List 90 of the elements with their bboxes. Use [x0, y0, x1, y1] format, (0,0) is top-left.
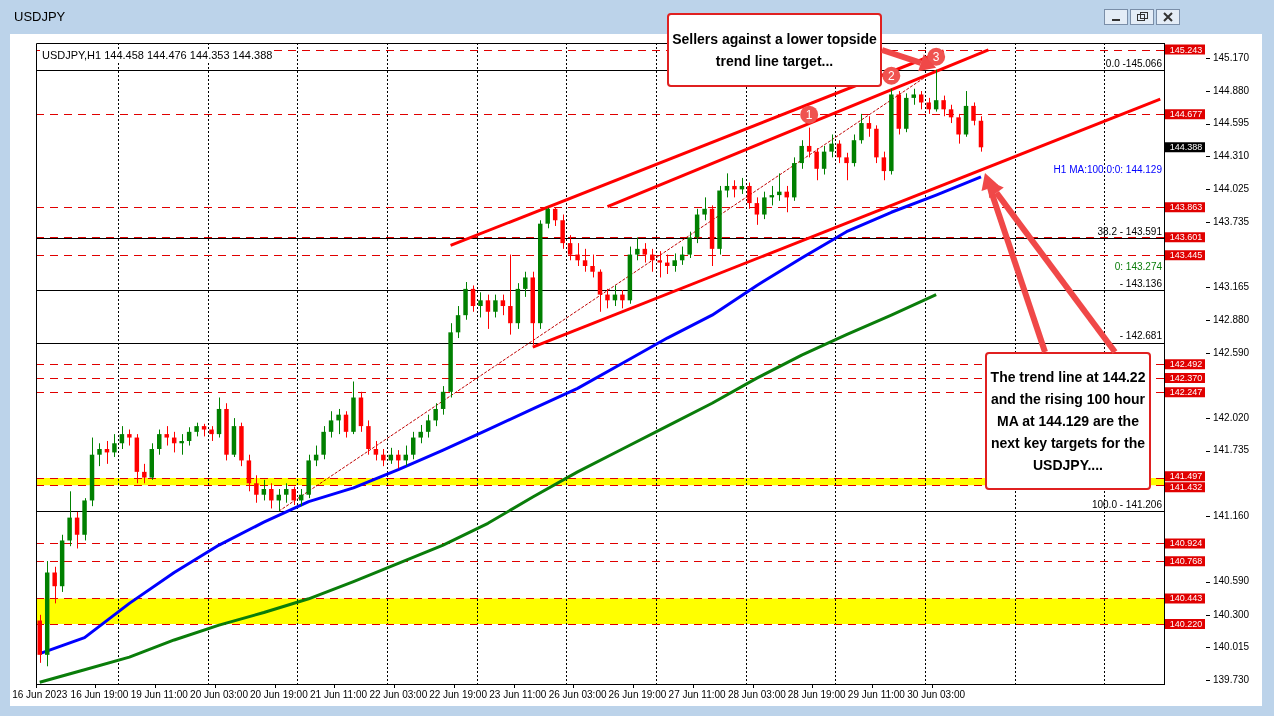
candlestick	[687, 231, 692, 259]
y-tick-label: 145.170	[1213, 51, 1250, 63]
x-tick-label: 26 Jun 19:00	[608, 688, 667, 700]
ref-line-label: 143.863	[1169, 202, 1203, 213]
x-tick-label: 22 Jun 03:00	[369, 688, 428, 700]
ref-line-label: 140.443	[1169, 593, 1203, 604]
annotation: 1	[805, 107, 813, 122]
annotation: H1 MA:100:0:0: 144.129	[1053, 163, 1163, 175]
ref-line-label: 142.370	[1169, 373, 1203, 384]
candlestick	[194, 422, 199, 437]
annotation: 3	[932, 50, 940, 65]
candlestick	[478, 291, 483, 318]
x-tick-label: 22 Jun 19:00	[429, 688, 488, 700]
x-tick-label: 19 Jun 11:00	[130, 688, 189, 700]
callout-box: Sellers against a lower topside trend line target...	[667, 13, 882, 87]
candlestick	[762, 191, 767, 220]
x-tick-label: 16 Jun 2023	[12, 688, 68, 700]
candlestick	[254, 474, 259, 504]
annotation: 2	[887, 69, 895, 84]
ref-line-label: 143.601	[1169, 232, 1203, 243]
y-tick-label: 144.595	[1213, 117, 1250, 129]
text: USDJPY,H1 144.458 144.476 144.353 144.388	[40, 49, 275, 61]
y-tick-label: 140.590	[1213, 575, 1250, 587]
x-tick-label: 28 Jun 03:00	[727, 688, 787, 700]
x-tick-label: 28 Jun 19:00	[787, 688, 846, 700]
text: 144.388	[1169, 142, 1203, 153]
y-tick-label: 144.880	[1213, 84, 1250, 96]
candlestick	[493, 294, 498, 318]
candlestick	[635, 236, 640, 261]
ref-line-label: 142.492	[1169, 359, 1203, 370]
x-tick-label: 20 Jun 19:00	[249, 688, 309, 700]
y-tick-label: 141.735	[1213, 444, 1250, 456]
ref-line-label: 140.768	[1169, 556, 1203, 567]
annotation: 100.0 - 141.206	[1091, 498, 1163, 510]
candlestick	[448, 322, 453, 399]
y-tick-label: 142.020	[1213, 411, 1250, 423]
y-tick-label: 142.590	[1213, 346, 1250, 358]
candlestick	[224, 402, 229, 461]
ref-line-label: 145.243	[1169, 44, 1203, 55]
annotation: - 142.681	[1119, 330, 1163, 342]
x-tick-label: 26 Jun 03:00	[548, 688, 607, 700]
candlestick	[523, 271, 528, 298]
candlestick	[904, 92, 909, 133]
y-tick-label: 144.025	[1213, 182, 1250, 194]
candlestick	[889, 88, 894, 176]
candlestick	[672, 252, 677, 273]
x-tick-label: 27 Jun 11:00	[668, 688, 727, 700]
candlestick	[702, 196, 707, 221]
ref-line-label: 140.220	[1169, 618, 1203, 629]
candlestick	[97, 442, 102, 467]
candlestick	[82, 497, 87, 541]
annotation: 0: 143.274	[1114, 260, 1163, 272]
y-tick-label: 140.015	[1213, 641, 1250, 653]
candlestick	[657, 250, 662, 278]
y-tick-label: 141.160	[1213, 510, 1250, 522]
candlestick	[127, 429, 132, 447]
candlestick	[590, 254, 595, 278]
x-tick-label: 23 Jun 11:00	[489, 688, 547, 700]
annotation: Sellers against a lower topside trend line target...	[671, 30, 878, 71]
chart-title: USDJPY	[14, 9, 66, 24]
annotation: 0.0 -145.066	[1105, 57, 1163, 69]
y-tick-label: 142.880	[1213, 313, 1250, 325]
ref-line-label: 141.432	[1169, 482, 1203, 493]
ref-line-label: 140.924	[1169, 538, 1203, 549]
candlestick	[142, 463, 147, 484]
candlestick	[418, 424, 423, 444]
candlestick	[306, 454, 311, 499]
x-tick-label: 29 Jun 11:00	[847, 688, 906, 700]
candlestick	[844, 152, 849, 181]
ref-line-label: 143.445	[1169, 250, 1203, 261]
annotation: - 143.136	[1119, 278, 1163, 290]
y-tick-label: 143.165	[1213, 280, 1250, 292]
annotation: The trend line at 144.22 and the rising 100 hour MA at 144.129 are the next key targets for the USDJPY....	[989, 368, 1147, 475]
x-tick-label: 20 Jun 03:00	[190, 688, 249, 700]
x-tick-label: 21 Jun 11:00	[310, 688, 368, 700]
candlestick	[545, 207, 550, 229]
y-tick-label: 144.310	[1213, 149, 1250, 161]
x-tick-label: 16 Jun 19:00	[70, 688, 129, 700]
candlestick	[164, 425, 169, 447]
candlestick	[971, 101, 976, 126]
ref-line-label: 141.497	[1169, 471, 1203, 482]
ref-line-label: 142.247	[1169, 387, 1203, 398]
callout-box: The trend line at 144.22 and the rising 100 hour MA at 144.129 are the next key targets for the USDJPY....	[985, 352, 1151, 490]
y-tick-label: 139.730	[1213, 673, 1250, 685]
x-tick-label: 30 Jun 03:00	[907, 688, 966, 700]
y-tick-label: 140.300	[1213, 608, 1250, 620]
y-tick-label: 143.735	[1213, 215, 1250, 227]
candlestick	[52, 566, 57, 604]
candlestick	[926, 97, 931, 115]
ref-line-label: 144.677	[1169, 109, 1203, 120]
